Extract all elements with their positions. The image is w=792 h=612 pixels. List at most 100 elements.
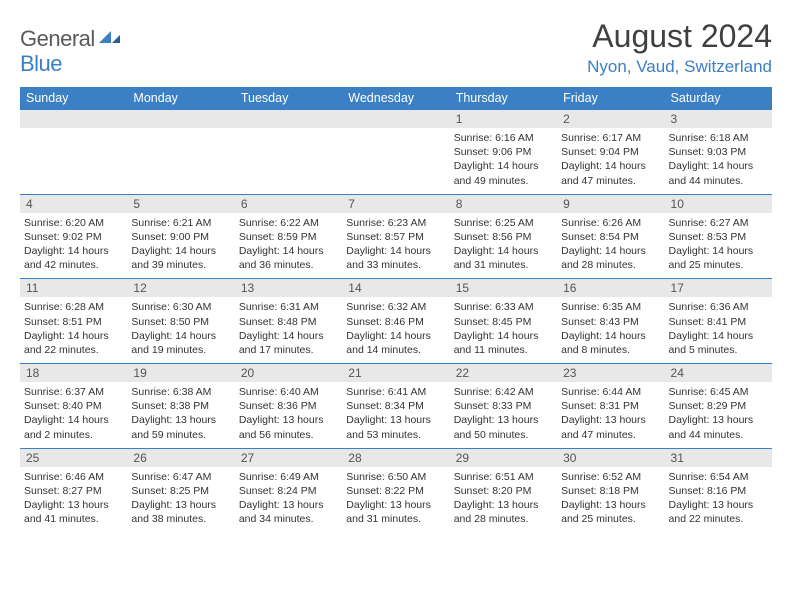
day-details: Sunrise: 6:25 AMSunset: 8:56 PMDaylight:… bbox=[450, 213, 557, 279]
day-number: 20 bbox=[235, 364, 342, 382]
day-details: Sunrise: 6:35 AMSunset: 8:43 PMDaylight:… bbox=[557, 297, 664, 363]
day-details: Sunrise: 6:47 AMSunset: 8:25 PMDaylight:… bbox=[127, 467, 234, 533]
day-cell: 17Sunrise: 6:36 AMSunset: 8:41 PMDayligh… bbox=[665, 279, 772, 364]
day-details: Sunrise: 6:41 AMSunset: 8:34 PMDaylight:… bbox=[342, 382, 449, 448]
day-number: 23 bbox=[557, 364, 664, 382]
calendar-row: 11Sunrise: 6:28 AMSunset: 8:51 PMDayligh… bbox=[20, 279, 772, 364]
day-details: Sunrise: 6:54 AMSunset: 8:16 PMDaylight:… bbox=[665, 467, 772, 533]
day-number: 8 bbox=[450, 195, 557, 213]
empty-day-header bbox=[235, 110, 342, 128]
day-number: 21 bbox=[342, 364, 449, 382]
weekday-header: Saturday bbox=[665, 87, 772, 110]
day-cell: 2Sunrise: 6:17 AMSunset: 9:04 PMDaylight… bbox=[557, 110, 664, 195]
day-cell: 12Sunrise: 6:30 AMSunset: 8:50 PMDayligh… bbox=[127, 279, 234, 364]
day-details: Sunrise: 6:22 AMSunset: 8:59 PMDaylight:… bbox=[235, 213, 342, 279]
day-number: 14 bbox=[342, 279, 449, 297]
day-number: 15 bbox=[450, 279, 557, 297]
day-number: 5 bbox=[127, 195, 234, 213]
day-details: Sunrise: 6:51 AMSunset: 8:20 PMDaylight:… bbox=[450, 467, 557, 533]
empty-day-body bbox=[127, 128, 234, 190]
day-cell: 20Sunrise: 6:40 AMSunset: 8:36 PMDayligh… bbox=[235, 364, 342, 449]
day-details: Sunrise: 6:42 AMSunset: 8:33 PMDaylight:… bbox=[450, 382, 557, 448]
day-cell: 27Sunrise: 6:49 AMSunset: 8:24 PMDayligh… bbox=[235, 448, 342, 532]
day-details: Sunrise: 6:31 AMSunset: 8:48 PMDaylight:… bbox=[235, 297, 342, 363]
weekday-header: Sunday bbox=[20, 87, 127, 110]
day-number: 9 bbox=[557, 195, 664, 213]
brand-logo: General bbox=[20, 18, 123, 52]
day-number: 24 bbox=[665, 364, 772, 382]
day-details: Sunrise: 6:17 AMSunset: 9:04 PMDaylight:… bbox=[557, 128, 664, 194]
day-details: Sunrise: 6:37 AMSunset: 8:40 PMDaylight:… bbox=[20, 382, 127, 448]
day-cell: 1Sunrise: 6:16 AMSunset: 9:06 PMDaylight… bbox=[450, 110, 557, 195]
empty-day-header bbox=[127, 110, 234, 128]
day-cell: 22Sunrise: 6:42 AMSunset: 8:33 PMDayligh… bbox=[450, 364, 557, 449]
day-number: 25 bbox=[20, 449, 127, 467]
day-details: Sunrise: 6:45 AMSunset: 8:29 PMDaylight:… bbox=[665, 382, 772, 448]
calendar-row: 25Sunrise: 6:46 AMSunset: 8:27 PMDayligh… bbox=[20, 448, 772, 532]
brand-part1: General bbox=[20, 26, 95, 52]
day-number: 10 bbox=[665, 195, 772, 213]
location-subtitle: Nyon, Vaud, Switzerland bbox=[587, 57, 772, 77]
day-number: 22 bbox=[450, 364, 557, 382]
day-cell: 6Sunrise: 6:22 AMSunset: 8:59 PMDaylight… bbox=[235, 194, 342, 279]
day-cell: 19Sunrise: 6:38 AMSunset: 8:38 PMDayligh… bbox=[127, 364, 234, 449]
day-cell: 5Sunrise: 6:21 AMSunset: 9:00 PMDaylight… bbox=[127, 194, 234, 279]
day-number: 12 bbox=[127, 279, 234, 297]
day-details: Sunrise: 6:52 AMSunset: 8:18 PMDaylight:… bbox=[557, 467, 664, 533]
day-details: Sunrise: 6:40 AMSunset: 8:36 PMDaylight:… bbox=[235, 382, 342, 448]
empty-day-header bbox=[342, 110, 449, 128]
day-details: Sunrise: 6:50 AMSunset: 8:22 PMDaylight:… bbox=[342, 467, 449, 533]
day-number: 31 bbox=[665, 449, 772, 467]
calendar-row: 18Sunrise: 6:37 AMSunset: 8:40 PMDayligh… bbox=[20, 364, 772, 449]
day-cell: 21Sunrise: 6:41 AMSunset: 8:34 PMDayligh… bbox=[342, 364, 449, 449]
header: General August 2024 Nyon, Vaud, Switzerl… bbox=[20, 18, 772, 77]
day-details: Sunrise: 6:33 AMSunset: 8:45 PMDaylight:… bbox=[450, 297, 557, 363]
day-cell: 10Sunrise: 6:27 AMSunset: 8:53 PMDayligh… bbox=[665, 194, 772, 279]
calendar-row: 4Sunrise: 6:20 AMSunset: 9:02 PMDaylight… bbox=[20, 194, 772, 279]
day-details: Sunrise: 6:36 AMSunset: 8:41 PMDaylight:… bbox=[665, 297, 772, 363]
day-number: 28 bbox=[342, 449, 449, 467]
day-details: Sunrise: 6:23 AMSunset: 8:57 PMDaylight:… bbox=[342, 213, 449, 279]
day-number: 7 bbox=[342, 195, 449, 213]
day-details: Sunrise: 6:20 AMSunset: 9:02 PMDaylight:… bbox=[20, 213, 127, 279]
day-cell: 7Sunrise: 6:23 AMSunset: 8:57 PMDaylight… bbox=[342, 194, 449, 279]
day-cell: 18Sunrise: 6:37 AMSunset: 8:40 PMDayligh… bbox=[20, 364, 127, 449]
day-cell: 29Sunrise: 6:51 AMSunset: 8:20 PMDayligh… bbox=[450, 448, 557, 532]
day-number: 1 bbox=[450, 110, 557, 128]
day-number: 11 bbox=[20, 279, 127, 297]
day-number: 6 bbox=[235, 195, 342, 213]
day-details: Sunrise: 6:30 AMSunset: 8:50 PMDaylight:… bbox=[127, 297, 234, 363]
day-details: Sunrise: 6:38 AMSunset: 8:38 PMDaylight:… bbox=[127, 382, 234, 448]
day-cell: 30Sunrise: 6:52 AMSunset: 8:18 PMDayligh… bbox=[557, 448, 664, 532]
day-cell: 23Sunrise: 6:44 AMSunset: 8:31 PMDayligh… bbox=[557, 364, 664, 449]
day-details: Sunrise: 6:46 AMSunset: 8:27 PMDaylight:… bbox=[20, 467, 127, 533]
day-number: 27 bbox=[235, 449, 342, 467]
weekday-header: Wednesday bbox=[342, 87, 449, 110]
calendar-row: 1Sunrise: 6:16 AMSunset: 9:06 PMDaylight… bbox=[20, 110, 772, 195]
day-cell: 3Sunrise: 6:18 AMSunset: 9:03 PMDaylight… bbox=[665, 110, 772, 195]
weekday-header: Tuesday bbox=[235, 87, 342, 110]
empty-day-header bbox=[20, 110, 127, 128]
empty-day-body bbox=[342, 128, 449, 190]
day-cell: 9Sunrise: 6:26 AMSunset: 8:54 PMDaylight… bbox=[557, 194, 664, 279]
day-cell: 31Sunrise: 6:54 AMSunset: 8:16 PMDayligh… bbox=[665, 448, 772, 532]
brand-mark-icon bbox=[99, 29, 121, 50]
day-cell bbox=[342, 110, 449, 195]
day-cell bbox=[235, 110, 342, 195]
title-block: August 2024 Nyon, Vaud, Switzerland bbox=[587, 18, 772, 77]
day-details: Sunrise: 6:21 AMSunset: 9:00 PMDaylight:… bbox=[127, 213, 234, 279]
day-cell: 28Sunrise: 6:50 AMSunset: 8:22 PMDayligh… bbox=[342, 448, 449, 532]
weekday-header: Monday bbox=[127, 87, 234, 110]
day-number: 3 bbox=[665, 110, 772, 128]
day-number: 30 bbox=[557, 449, 664, 467]
calendar-table: Sunday Monday Tuesday Wednesday Thursday… bbox=[20, 87, 772, 532]
day-details: Sunrise: 6:27 AMSunset: 8:53 PMDaylight:… bbox=[665, 213, 772, 279]
day-number: 4 bbox=[20, 195, 127, 213]
day-cell: 4Sunrise: 6:20 AMSunset: 9:02 PMDaylight… bbox=[20, 194, 127, 279]
day-details: Sunrise: 6:49 AMSunset: 8:24 PMDaylight:… bbox=[235, 467, 342, 533]
day-details: Sunrise: 6:44 AMSunset: 8:31 PMDaylight:… bbox=[557, 382, 664, 448]
day-number: 26 bbox=[127, 449, 234, 467]
day-number: 19 bbox=[127, 364, 234, 382]
day-cell bbox=[127, 110, 234, 195]
day-cell: 15Sunrise: 6:33 AMSunset: 8:45 PMDayligh… bbox=[450, 279, 557, 364]
